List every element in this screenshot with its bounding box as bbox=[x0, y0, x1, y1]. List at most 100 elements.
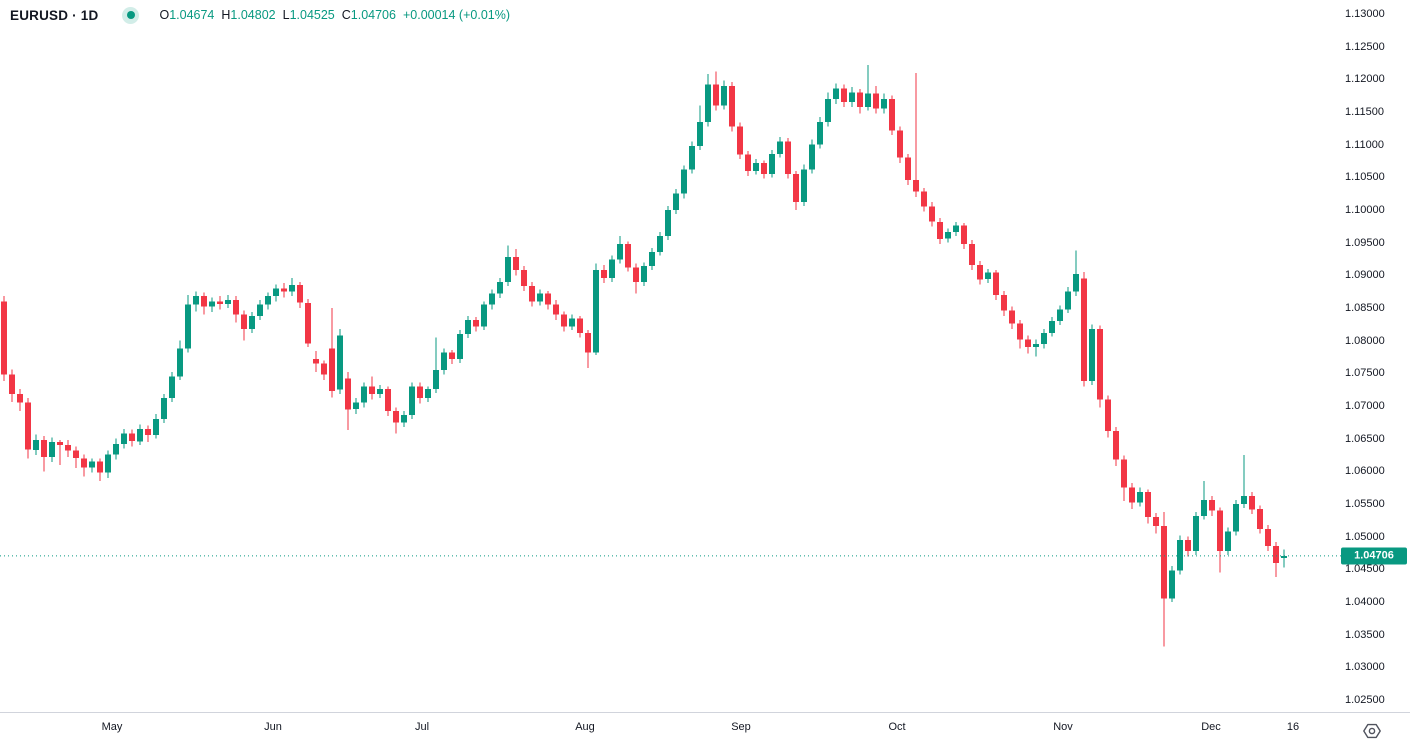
candle[interactable] bbox=[969, 240, 975, 271]
candle[interactable] bbox=[905, 153, 911, 186]
candle[interactable] bbox=[329, 308, 335, 398]
candle[interactable] bbox=[985, 268, 991, 284]
candle[interactable] bbox=[401, 411, 407, 427]
time-scale[interactable]: May Jun Jul Aug Sep Oct Nov Dec 16 bbox=[0, 713, 1410, 749]
candle[interactable] bbox=[353, 398, 359, 414]
candles-layer[interactable] bbox=[1, 65, 1287, 647]
candle[interactable] bbox=[1001, 291, 1007, 316]
candle[interactable] bbox=[305, 298, 311, 348]
candle[interactable] bbox=[1121, 455, 1127, 501]
candle[interactable] bbox=[233, 296, 239, 323]
candle[interactable] bbox=[593, 263, 599, 356]
candle[interactable] bbox=[1233, 500, 1239, 536]
candle[interactable] bbox=[1089, 324, 1095, 386]
candle[interactable] bbox=[281, 283, 287, 298]
candle[interactable] bbox=[833, 83, 839, 105]
candle[interactable] bbox=[89, 458, 95, 473]
candle[interactable] bbox=[577, 315, 583, 338]
candle[interactable] bbox=[9, 369, 15, 403]
candle[interactable] bbox=[665, 206, 671, 241]
candle[interactable] bbox=[689, 141, 695, 174]
candle[interactable] bbox=[929, 202, 935, 227]
candle[interactable] bbox=[553, 300, 559, 320]
candle[interactable] bbox=[1145, 489, 1151, 524]
candle[interactable] bbox=[313, 351, 319, 372]
price-scale[interactable]: 1.13000 1.12500 1.12000 1.11500 1.11000 1.105… bbox=[0, 0, 1410, 712]
candle[interactable] bbox=[1009, 306, 1015, 329]
candle[interactable] bbox=[1161, 511, 1167, 647]
candle[interactable] bbox=[185, 294, 191, 353]
candle[interactable] bbox=[161, 394, 167, 423]
candle[interactable] bbox=[617, 236, 623, 264]
candle[interactable] bbox=[105, 450, 111, 478]
candle[interactable] bbox=[417, 382, 423, 404]
candle[interactable] bbox=[1049, 317, 1055, 337]
candle[interactable] bbox=[649, 247, 655, 271]
candle[interactable] bbox=[1265, 524, 1271, 551]
candle[interactable] bbox=[521, 266, 527, 291]
candle[interactable] bbox=[337, 328, 343, 395]
candle[interactable] bbox=[225, 294, 231, 308]
candle[interactable] bbox=[537, 289, 543, 306]
candle[interactable] bbox=[625, 241, 631, 272]
candle[interactable] bbox=[609, 255, 615, 282]
candle[interactable] bbox=[249, 311, 255, 333]
candle[interactable] bbox=[1097, 325, 1103, 408]
market-status-icon[interactable] bbox=[122, 6, 140, 24]
candle[interactable] bbox=[137, 424, 143, 446]
candle[interactable] bbox=[729, 81, 735, 132]
candle[interactable] bbox=[321, 360, 327, 380]
candle[interactable] bbox=[1073, 250, 1079, 297]
candle[interactable] bbox=[1081, 272, 1087, 387]
candle[interactable] bbox=[1169, 566, 1175, 602]
candle[interactable] bbox=[769, 149, 775, 178]
candle[interactable] bbox=[385, 386, 391, 416]
candle[interactable] bbox=[473, 317, 479, 332]
candle[interactable] bbox=[393, 407, 399, 434]
candle[interactable] bbox=[585, 330, 591, 369]
candle[interactable] bbox=[257, 300, 263, 320]
candle[interactable] bbox=[793, 170, 799, 210]
candle[interactable] bbox=[857, 89, 863, 114]
candle[interactable] bbox=[265, 292, 271, 310]
candle[interactable] bbox=[1017, 319, 1023, 349]
candle[interactable] bbox=[753, 159, 759, 175]
candle[interactable] bbox=[73, 446, 79, 469]
candle[interactable] bbox=[529, 281, 535, 307]
candle[interactable] bbox=[97, 458, 103, 482]
candle[interactable] bbox=[897, 126, 903, 163]
candle[interactable] bbox=[1065, 287, 1071, 314]
candle[interactable] bbox=[241, 310, 247, 341]
candle[interactable] bbox=[57, 440, 63, 465]
candle[interactable] bbox=[913, 72, 919, 197]
candle[interactable] bbox=[169, 372, 175, 403]
candle[interactable] bbox=[433, 337, 439, 393]
candle[interactable] bbox=[25, 398, 31, 459]
candle[interactable] bbox=[1217, 507, 1223, 573]
candle[interactable] bbox=[449, 349, 455, 365]
candle[interactable] bbox=[505, 245, 511, 286]
candle[interactable] bbox=[993, 270, 999, 301]
candle[interactable] bbox=[345, 372, 351, 431]
candle[interactable] bbox=[121, 428, 127, 449]
candle[interactable] bbox=[289, 277, 295, 297]
candle[interactable] bbox=[849, 87, 855, 107]
candle[interactable] bbox=[489, 289, 495, 310]
candle[interactable] bbox=[457, 330, 463, 363]
candle[interactable] bbox=[1201, 481, 1207, 520]
candle[interactable] bbox=[361, 382, 367, 408]
candle[interactable] bbox=[201, 292, 207, 315]
candle[interactable] bbox=[409, 382, 415, 420]
candle[interactable] bbox=[145, 425, 151, 442]
candle[interactable] bbox=[921, 187, 927, 212]
candle[interactable] bbox=[33, 434, 39, 455]
candle[interactable] bbox=[1, 296, 7, 382]
candle[interactable] bbox=[17, 389, 23, 412]
candle[interactable] bbox=[657, 232, 663, 256]
candle[interactable] bbox=[369, 376, 375, 400]
candle[interactable] bbox=[937, 217, 943, 244]
candle[interactable] bbox=[673, 189, 679, 214]
candle[interactable] bbox=[209, 297, 215, 312]
candle[interactable] bbox=[81, 454, 87, 477]
candle[interactable] bbox=[1137, 487, 1143, 507]
